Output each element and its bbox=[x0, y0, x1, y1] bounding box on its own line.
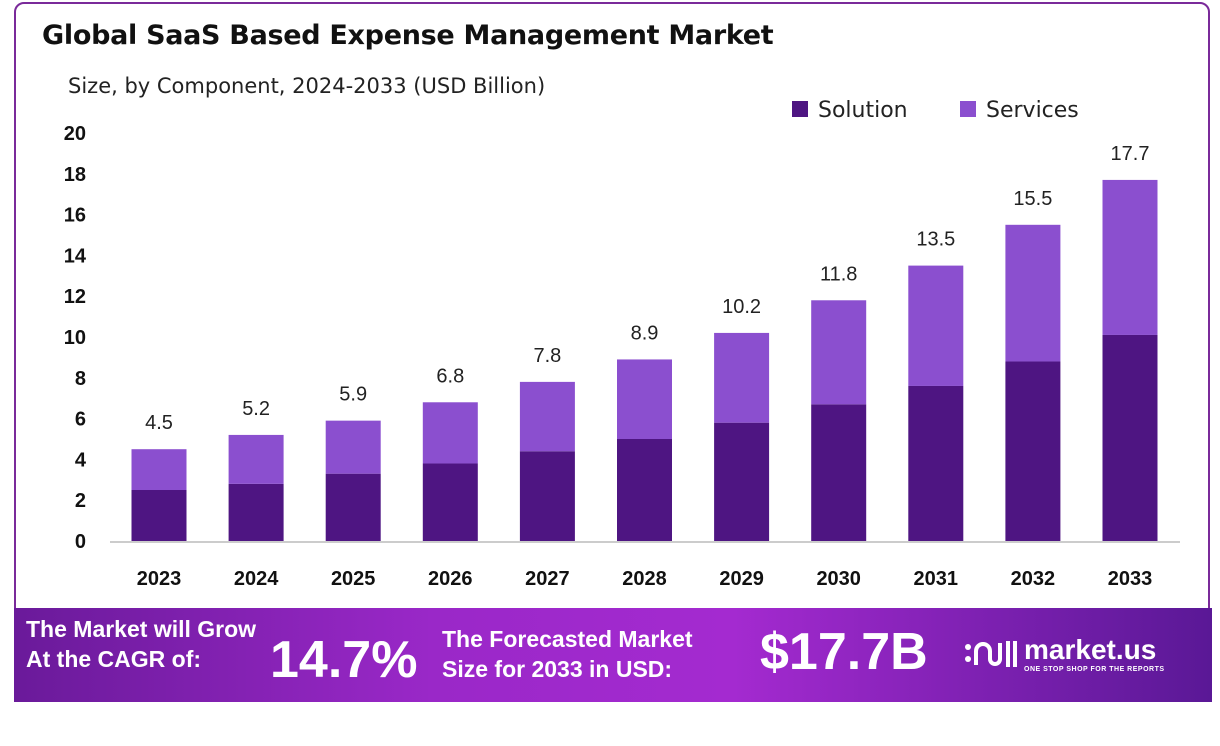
logo-tagline: ONE STOP SHOP FOR THE REPORTS bbox=[1024, 666, 1165, 673]
forecast-label-line2: Size for 2033 in USD: bbox=[442, 656, 673, 682]
forecast-value: $17.7B bbox=[760, 623, 928, 681]
data-label-total-2024: 5.2 bbox=[242, 398, 270, 420]
data-label-total-2031: 13.5 bbox=[916, 229, 955, 251]
x-tick-label: 2029 bbox=[719, 568, 764, 590]
logo-icon bbox=[965, 640, 1017, 667]
bar-solution-2025 bbox=[325, 473, 381, 541]
bar-services-2028 bbox=[617, 359, 672, 439]
forecast-label-line1: The Forecasted Market bbox=[442, 626, 693, 652]
y-tick-label: 12 bbox=[64, 286, 86, 308]
x-tick-label: 2030 bbox=[816, 568, 861, 590]
y-tick-label: 2 bbox=[75, 490, 86, 512]
x-tick-label: 2032 bbox=[1011, 568, 1056, 590]
bar-services-2023 bbox=[131, 449, 187, 490]
cagr-label: The Market will Grow At the CAGR of: bbox=[26, 614, 256, 674]
bar-services-2024 bbox=[228, 434, 284, 484]
logo-name: market.us bbox=[1024, 634, 1157, 665]
bar-services-2025 bbox=[325, 420, 381, 474]
x-tick-label: 2024 bbox=[234, 568, 279, 590]
data-label-total-2029: 10.2 bbox=[722, 296, 761, 318]
y-tick-label: 18 bbox=[64, 164, 86, 186]
y-tick-label: 20 bbox=[64, 123, 86, 145]
legend-swatch-services bbox=[960, 101, 976, 117]
data-label-total-2032: 15.5 bbox=[1013, 188, 1052, 210]
forecast-label: The Forecasted Market Size for 2033 in U… bbox=[442, 624, 693, 684]
bar-services-2031 bbox=[908, 265, 964, 386]
bar-services-2027 bbox=[519, 381, 575, 452]
y-tick-label: 6 bbox=[75, 409, 86, 431]
x-tick-label: 2025 bbox=[331, 568, 376, 590]
bar-solution-2028 bbox=[617, 439, 672, 541]
legend-swatch-solution bbox=[792, 101, 808, 117]
data-label-total-2028: 8.9 bbox=[631, 322, 659, 344]
chart-title: Global SaaS Based Expense Management Mar… bbox=[42, 20, 774, 51]
cagr-value: 14.7% bbox=[270, 631, 418, 689]
y-tick-label: 0 bbox=[75, 531, 86, 553]
x-tick-label: 2031 bbox=[914, 568, 959, 590]
data-label-total-2025: 5.9 bbox=[339, 384, 367, 406]
cagr-label-line2: At the CAGR of: bbox=[26, 646, 202, 672]
y-tick-label: 8 bbox=[75, 368, 86, 390]
bar-solution-2031 bbox=[908, 385, 964, 541]
bar-solution-2027 bbox=[519, 451, 575, 541]
x-tick-label: 2023 bbox=[137, 568, 182, 590]
y-tick-label: 14 bbox=[64, 245, 87, 267]
bar-services-2033 bbox=[1102, 179, 1158, 335]
bar-services-2029 bbox=[714, 332, 770, 423]
bar-solution-2033 bbox=[1102, 334, 1158, 541]
bar-solution-2032 bbox=[1005, 361, 1061, 541]
cagr-label-line1: The Market will Grow bbox=[26, 616, 257, 642]
bar-chart: 0 2 4 6 8 10 12 14 16 18 20 4.5 2023 5.2 2024 5.9 2025 6.… bbox=[64, 98, 1180, 590]
bar-services-2032 bbox=[1005, 224, 1061, 362]
legend-label-solution: Solution bbox=[818, 98, 908, 123]
x-tick-label: 2028 bbox=[622, 568, 667, 590]
data-label-total-2023: 4.5 bbox=[145, 412, 173, 434]
y-tick-label: 10 bbox=[64, 327, 86, 349]
summary-banner: The Market will Grow At the CAGR of: 14.… bbox=[14, 608, 1212, 702]
legend-label-services: Services bbox=[986, 98, 1079, 123]
bar-solution-2024 bbox=[228, 483, 284, 541]
bar-solution-2026 bbox=[422, 463, 478, 541]
market-us-logo: market.us ONE STOP SHOP FOR THE REPORTS bbox=[962, 634, 1165, 673]
bar-solution-2029 bbox=[714, 422, 770, 541]
x-tick-label: 2033 bbox=[1108, 568, 1153, 590]
bar-services-2026 bbox=[422, 402, 478, 464]
y-tick-label: 4 bbox=[75, 449, 87, 471]
data-label-total-2033: 17.7 bbox=[1111, 143, 1150, 165]
data-label-total-2027: 7.8 bbox=[533, 345, 561, 367]
data-label-total-2026: 6.8 bbox=[436, 365, 464, 387]
data-label-total-2030: 11.8 bbox=[820, 263, 857, 285]
x-tick-label: 2027 bbox=[525, 568, 570, 590]
chart-subtitle: Size, by Component, 2024-2033 (USD Billi… bbox=[68, 74, 546, 98]
y-tick-label: 16 bbox=[64, 205, 86, 227]
x-tick-label: 2026 bbox=[428, 568, 473, 590]
bar-services-2030 bbox=[811, 300, 867, 405]
bar-solution-2023 bbox=[131, 490, 187, 541]
bar-solution-2030 bbox=[811, 404, 867, 541]
